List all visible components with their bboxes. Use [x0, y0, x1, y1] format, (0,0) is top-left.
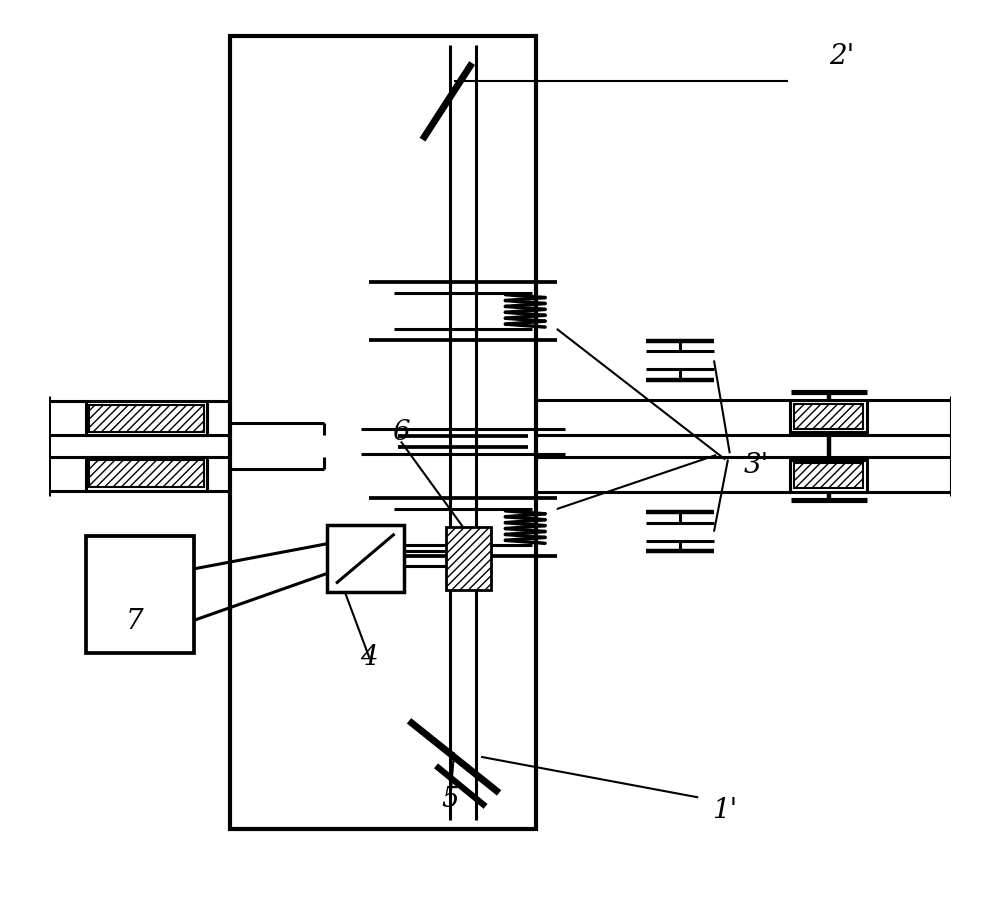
Text: 4: 4	[360, 644, 378, 671]
Text: 1': 1'	[712, 797, 737, 824]
Bar	[86, 401, 207, 435]
Text: 7: 7	[126, 608, 144, 635]
Bar	[89, 460, 204, 487]
Text: 6: 6	[392, 419, 410, 446]
Bar	[89, 405, 204, 432]
Bar	[230, 36, 536, 829]
Bar	[794, 404, 863, 429]
Bar	[790, 400, 867, 432]
Bar	[327, 524, 404, 593]
Bar	[790, 460, 867, 492]
Bar	[86, 536, 194, 653]
Text: 3': 3'	[743, 452, 769, 479]
Text: 2': 2'	[829, 43, 854, 70]
Bar	[86, 457, 207, 491]
Bar	[446, 527, 491, 590]
Bar	[794, 463, 863, 488]
Text: 5: 5	[441, 786, 459, 813]
